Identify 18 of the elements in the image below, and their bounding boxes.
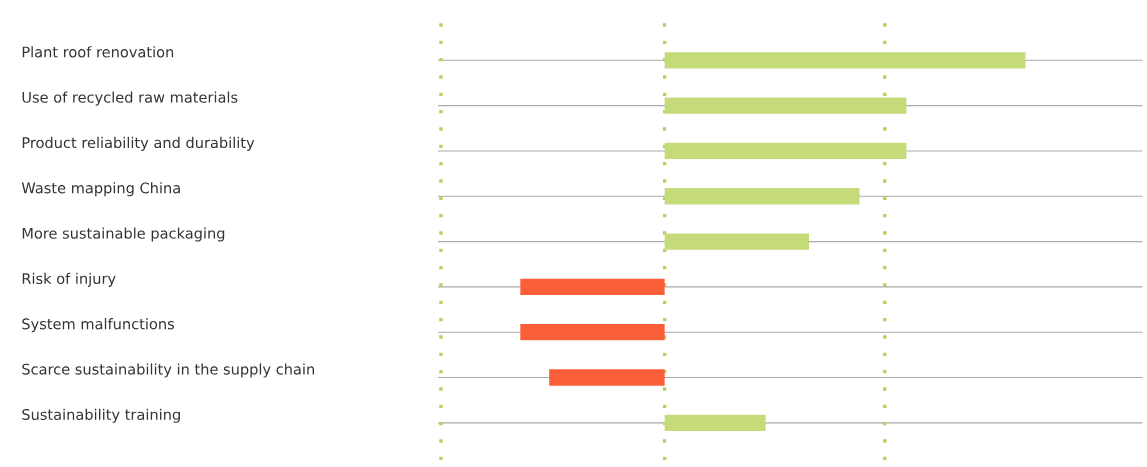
y-tick-label: Risk of injury bbox=[22, 272, 116, 287]
bar bbox=[664, 188, 860, 205]
y-tick-label: Sustainability training bbox=[22, 408, 180, 423]
y-tick-label: More sustainable packaging bbox=[22, 227, 225, 242]
bar bbox=[664, 233, 809, 250]
y-tick-label: Scarce sustainability in the supply chain bbox=[22, 363, 314, 378]
bar bbox=[664, 142, 907, 160]
y-tick-label: Plant roof renovation bbox=[22, 46, 174, 58]
y-tick-label: Product reliability and durability bbox=[22, 136, 255, 151]
y-tick-label: Use of recycled raw materials bbox=[22, 91, 238, 106]
bar bbox=[520, 278, 665, 296]
bar bbox=[549, 369, 665, 386]
bar bbox=[664, 97, 907, 114]
bar bbox=[664, 52, 1026, 69]
y-tick-label: Waste mapping China bbox=[21, 182, 180, 197]
bar bbox=[664, 414, 766, 431]
bar bbox=[520, 324, 665, 341]
y-tick-label: System malfunctions bbox=[22, 318, 174, 333]
